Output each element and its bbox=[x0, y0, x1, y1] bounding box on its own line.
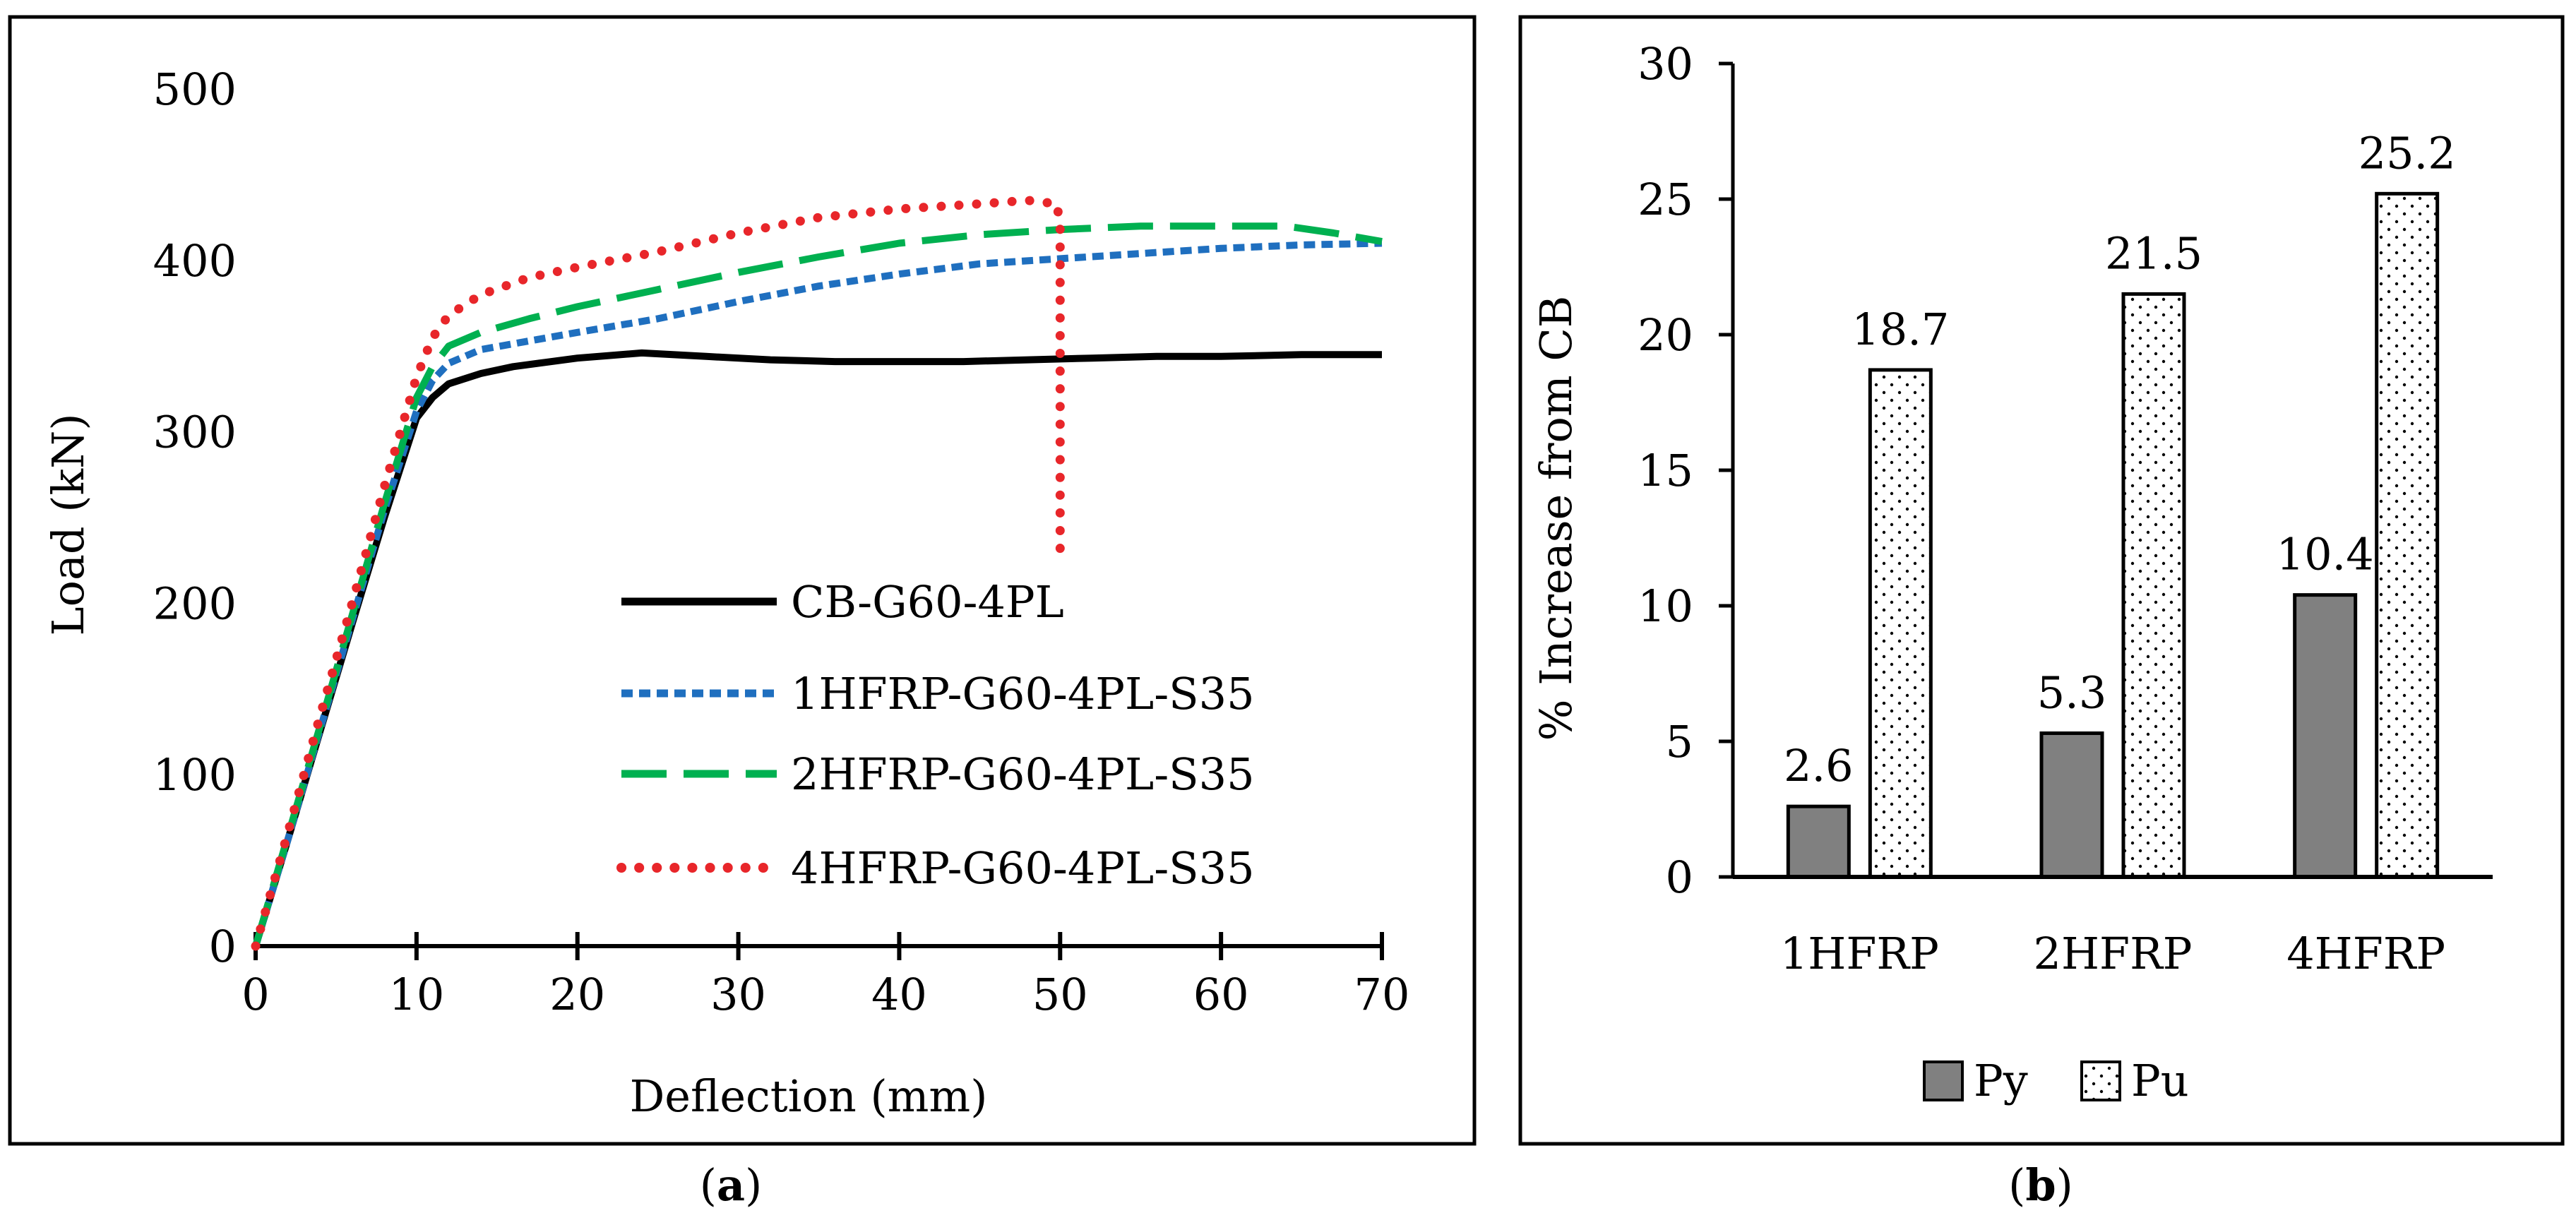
y-tick-label: 400 bbox=[153, 235, 237, 287]
legend-swatch-pu bbox=[2080, 1060, 2121, 1101]
x-tick-label: 70 bbox=[1354, 969, 1410, 1020]
series-line-4hfrp-g60-4pl-s35 bbox=[251, 196, 1065, 951]
panel-a-frame bbox=[8, 15, 1477, 1146]
bar-py-4hfrp bbox=[2293, 593, 2358, 879]
y-tick-label: 0 bbox=[209, 921, 237, 972]
x-tick-label: 60 bbox=[1193, 969, 1249, 1020]
y-tick-label: 500 bbox=[153, 64, 237, 115]
data-label: 18.7 bbox=[1852, 304, 1949, 355]
category-label: 4HFRP bbox=[2286, 928, 2445, 979]
y-tick-label-b: 20 bbox=[1638, 309, 1693, 361]
data-label: 21.5 bbox=[2105, 227, 2202, 279]
y-tick-label: 300 bbox=[153, 407, 237, 458]
data-label: 2.6 bbox=[1784, 740, 1854, 791]
category-label: 2HFRP bbox=[2034, 928, 2193, 979]
panel-label-a: a bbox=[717, 1159, 745, 1211]
panel-label-b: b bbox=[2025, 1159, 2056, 1211]
panel-caption-b: (b) bbox=[2008, 1159, 2073, 1211]
legend-label-2hfrp: 2HFRP-G60-4PL-S35 bbox=[791, 748, 1255, 800]
panel-caption-a: (a) bbox=[700, 1159, 763, 1211]
bar-pu-1hfrp bbox=[1868, 368, 1933, 879]
y-axis-label-b: % Increase from CB bbox=[1530, 296, 1582, 741]
data-label: 10.4 bbox=[2277, 529, 2374, 580]
y-tick-label: 200 bbox=[153, 578, 237, 629]
legend-label-4hfrp: 4HFRP-G60-4PL-S35 bbox=[791, 842, 1255, 894]
legend-label-py: Py bbox=[1974, 1055, 2028, 1106]
category-label: 1HFRP bbox=[1780, 928, 1939, 979]
bar-chart: 2.6 18.7 5.3 21.5 10.4 25.2 1HFRP 2HFRP 4HFRP 0 5… bbox=[1530, 38, 2493, 1106]
y-tick-label-b: 5 bbox=[1666, 716, 1693, 767]
x-tick-label: 50 bbox=[1032, 969, 1088, 1020]
y-tick-label: 100 bbox=[153, 749, 237, 801]
y-tick-label-b: 25 bbox=[1638, 174, 1693, 225]
data-label: 25.2 bbox=[2359, 127, 2456, 179]
x-tick-label: 30 bbox=[710, 969, 766, 1020]
bar-py-1hfrp bbox=[1786, 804, 1851, 879]
y-tick-label-b: 15 bbox=[1638, 445, 1693, 496]
legend-label-pu: Pu bbox=[2131, 1055, 2189, 1106]
bar-pu-2hfrp bbox=[2121, 292, 2186, 879]
legend-label-cb: CB-G60-4PL bbox=[791, 576, 1064, 628]
data-label: 5.3 bbox=[2037, 667, 2107, 718]
x-tick-label: 10 bbox=[388, 969, 444, 1020]
x-tick-label: 0 bbox=[242, 969, 269, 1020]
y-tick-label-b: 10 bbox=[1638, 580, 1693, 632]
line-chart: 0 10 20 30 40 50 60 70 0 100 200 300 400 500 CB-G60-4… bbox=[42, 64, 1409, 1122]
legend-swatch-py bbox=[1923, 1060, 1964, 1101]
bar-pu-4hfrp bbox=[2375, 191, 2440, 879]
y-axis-label: Load (kN) bbox=[42, 413, 94, 635]
bar-py-2hfrp bbox=[2039, 731, 2104, 879]
x-tick-label: 20 bbox=[549, 969, 605, 1020]
y-tick-label-b: 0 bbox=[1666, 851, 1693, 903]
x-tick-label: 40 bbox=[871, 969, 927, 1020]
series-line-2hfrp-g60-4pl-s35 bbox=[252, 222, 1383, 948]
legend-label-1hfrp: 1HFRP-G60-4PL-S35 bbox=[791, 668, 1255, 719]
panel-b-frame bbox=[1518, 15, 2565, 1146]
y-tick-label-b: 30 bbox=[1638, 38, 1693, 90]
x-axis-label: Deflection (mm) bbox=[630, 1070, 988, 1122]
